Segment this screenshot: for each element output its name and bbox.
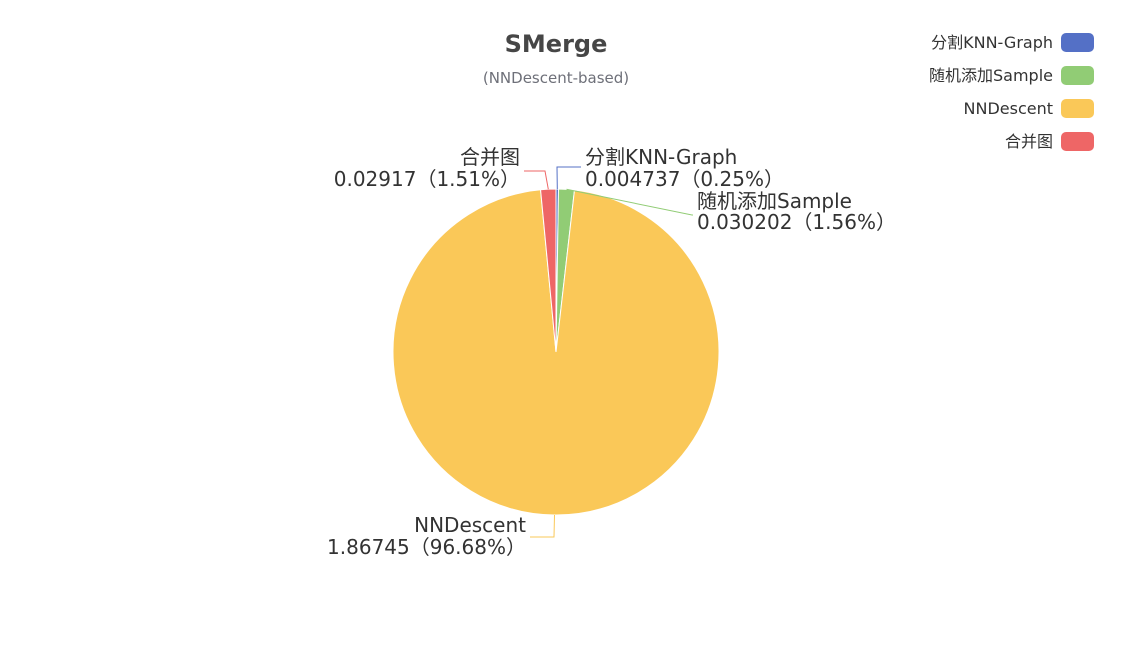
- legend-label-2: NNDescent: [964, 99, 1054, 118]
- legend-swatch-0: [1061, 33, 1094, 52]
- legend-item-1[interactable]: 随机添加Sample: [929, 66, 1094, 85]
- callout-line-3: [524, 170, 549, 190]
- pie-slices: [392, 188, 720, 516]
- callout-line-1: [566, 188, 693, 216]
- callout-name-3: 合并图: [460, 145, 520, 169]
- legend-swatch-2: [1061, 99, 1094, 118]
- callout-name-0: 分割KNN-Graph: [585, 145, 737, 169]
- callout-labels: 分割KNN-Graph0.004737（0.25%）随机添加Sample0.03…: [327, 145, 896, 559]
- callout-value-1: 0.030202（1.56%）: [697, 210, 896, 234]
- legend-label-3: 合并图: [1005, 132, 1053, 151]
- legend-item-2[interactable]: NNDescent: [964, 99, 1095, 118]
- chart-title: SMerge: [505, 30, 608, 58]
- legend-item-3[interactable]: 合并图: [1005, 132, 1094, 151]
- callout-name-1: 随机添加Sample: [697, 189, 852, 213]
- legend-label-0: 分割KNN-Graph: [931, 33, 1053, 52]
- callout-value-3: 0.02917（1.51%）: [334, 167, 520, 191]
- callout-value-0: 0.004737（0.25%）: [585, 167, 784, 191]
- callout-line-2: [530, 514, 555, 538]
- pie-slice-2[interactable]: [392, 189, 720, 516]
- legend-swatch-3: [1061, 132, 1094, 151]
- callout-lines: [524, 166, 693, 538]
- legend-label-1: 随机添加Sample: [929, 66, 1053, 85]
- callout-line-0: [556, 166, 581, 190]
- callout-name-2: NNDescent: [414, 513, 526, 537]
- legend: 分割KNN-Graph 随机添加Sample NNDescent 合并图: [929, 33, 1094, 151]
- chart-subtitle: (NNDescent-based): [483, 69, 629, 87]
- legend-swatch-1: [1061, 66, 1094, 85]
- callout-value-2: 1.86745（96.68%）: [327, 535, 526, 559]
- legend-item-0[interactable]: 分割KNN-Graph: [931, 33, 1094, 52]
